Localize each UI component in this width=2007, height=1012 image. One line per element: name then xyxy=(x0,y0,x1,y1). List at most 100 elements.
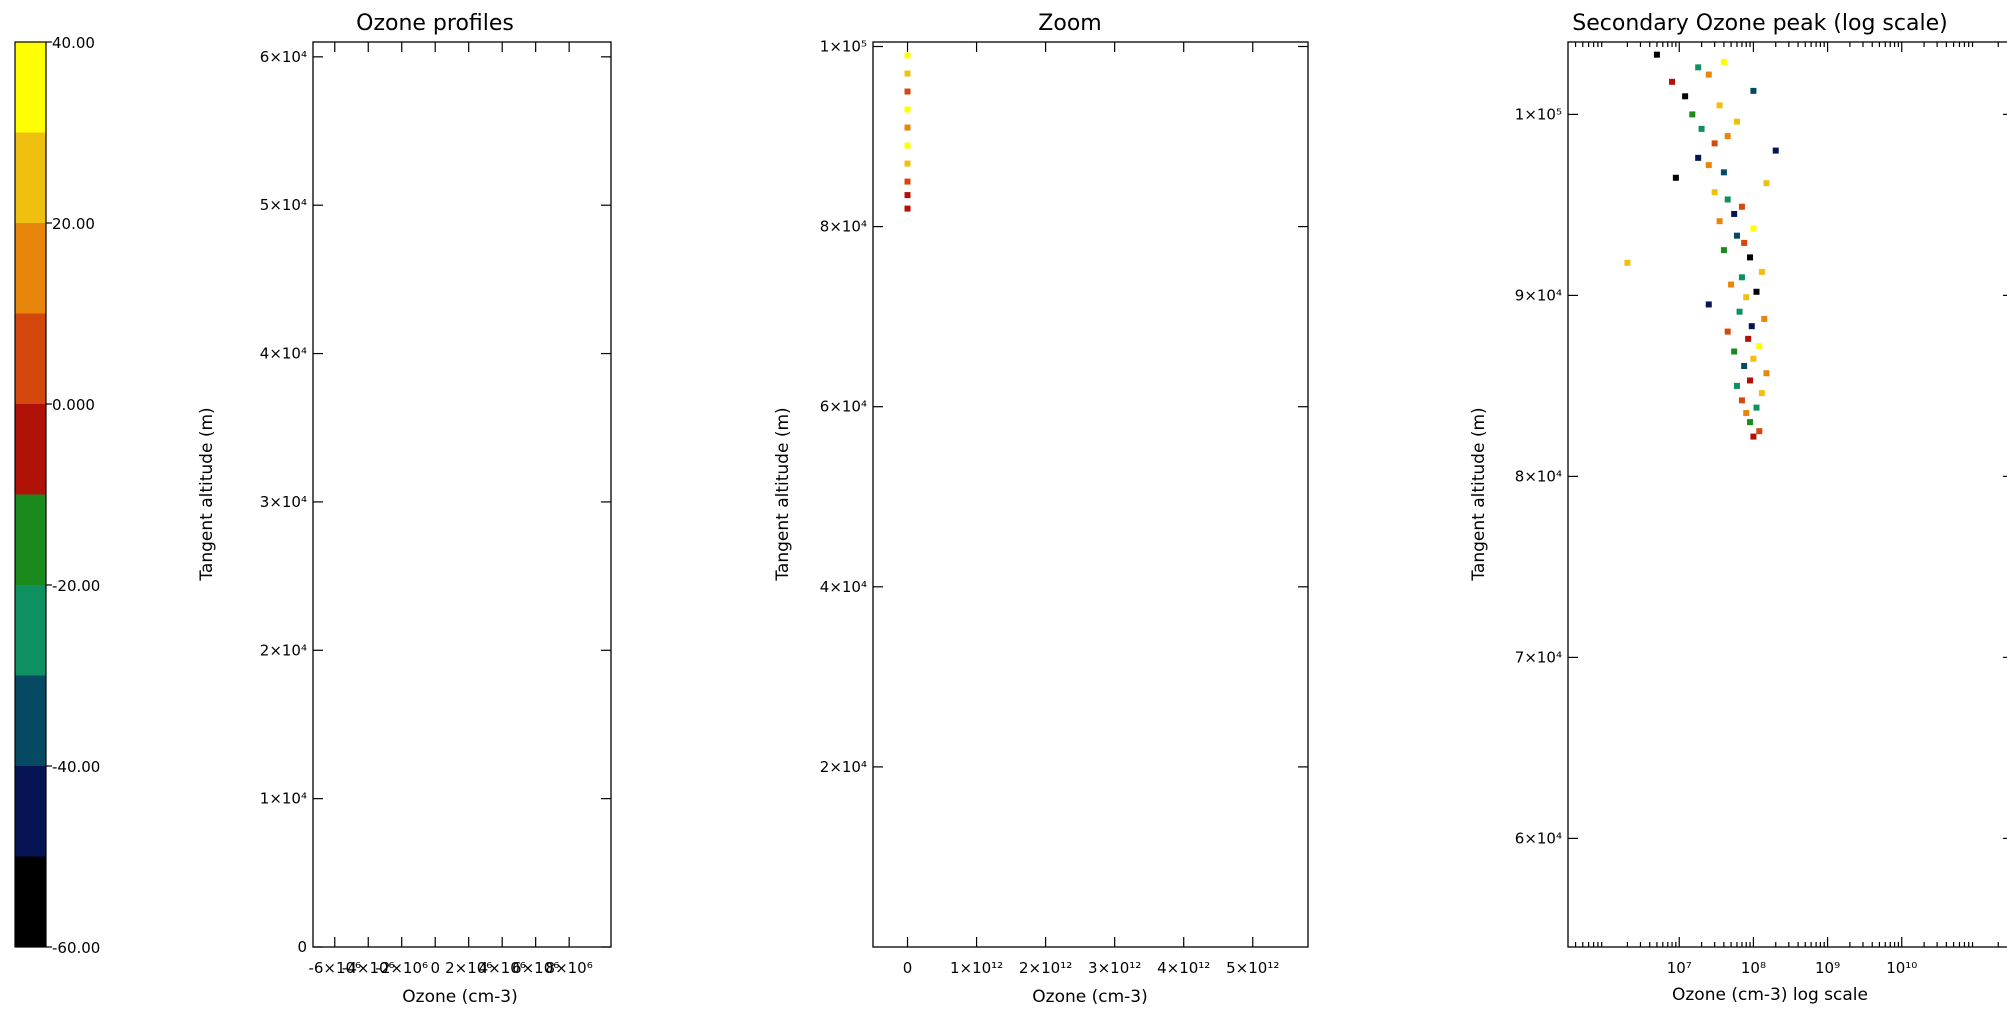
colorbar-swatch xyxy=(15,404,46,495)
colorbar-tick-label: 40.00 xyxy=(52,34,95,52)
data-point xyxy=(904,124,911,131)
data-point xyxy=(1747,377,1754,384)
data-point xyxy=(1731,210,1738,217)
x-tick-label: 4×10⁶ xyxy=(479,959,526,977)
y-tick-label: 6×10⁴ xyxy=(260,48,307,66)
y-tick-label: 0 xyxy=(297,938,307,956)
data-point xyxy=(1758,390,1765,397)
colorbar-border xyxy=(14,41,47,948)
panel-title: Zoom xyxy=(1038,11,1101,36)
data-point xyxy=(1682,93,1689,100)
data-point xyxy=(1747,419,1754,426)
data-point xyxy=(1711,189,1718,196)
colorbar-swatch xyxy=(15,223,46,314)
data-point xyxy=(1741,239,1748,246)
data-point xyxy=(1738,274,1745,281)
colorbar-swatches xyxy=(15,42,46,948)
data-point xyxy=(1748,323,1755,330)
data-point xyxy=(1758,268,1765,275)
data-point xyxy=(1756,343,1763,350)
data-point xyxy=(1731,348,1738,355)
data-point xyxy=(1733,382,1740,389)
data-point xyxy=(904,160,911,167)
plot-frame xyxy=(312,41,612,948)
panel-zoom: Zoom 0 1×10¹² 2×10¹² 3×10¹² 4×10¹² 5×10¹² 2×1… xyxy=(773,11,1309,1007)
data-point xyxy=(1724,328,1731,335)
data-point xyxy=(1624,259,1631,266)
panel-title: Secondary Ozone peak (log scale) xyxy=(1572,11,1947,36)
data-point xyxy=(1653,51,1660,58)
x-tick-label: 5×10¹² xyxy=(1226,959,1279,977)
data-point xyxy=(1743,294,1750,301)
data-point xyxy=(1763,180,1770,187)
x-tick-label: 3×10¹² xyxy=(1088,959,1141,977)
data-point xyxy=(904,106,911,113)
data-point xyxy=(1743,410,1750,417)
data-point xyxy=(1695,64,1702,71)
colorbar-swatch xyxy=(15,675,46,767)
x-tick-label: 4×10¹² xyxy=(1157,959,1210,977)
colorbar-tick-label: -40.00 xyxy=(52,758,100,776)
y-tick-label: 6×10⁴ xyxy=(820,398,867,416)
colorbar-tick-label: -60.00 xyxy=(52,939,100,957)
y-tick-label: 2×10⁴ xyxy=(260,641,307,659)
data-point xyxy=(1753,288,1760,295)
x-tick-label: 1×10¹² xyxy=(950,959,1003,977)
data-point xyxy=(1716,102,1723,109)
y-tick-label: 5×10⁴ xyxy=(260,196,307,214)
y-tick-label: 9×10⁴ xyxy=(1515,286,1562,304)
y-tick-label: 1×10⁵ xyxy=(820,38,867,56)
x-tick-label: 10⁹ xyxy=(1815,959,1840,977)
data-point xyxy=(1711,140,1718,147)
data-point xyxy=(904,178,911,185)
data-point xyxy=(904,142,911,149)
x-tick-label: 10¹⁰ xyxy=(1886,959,1917,977)
data-points xyxy=(1624,51,1779,440)
colorbar-swatch xyxy=(15,856,46,948)
data-point xyxy=(1741,362,1748,369)
x-axis-label: Ozone (cm-3) log scale xyxy=(1672,985,1868,1005)
x-ticks: 10⁷ 10⁸ 10⁹ 10¹⁰ xyxy=(1574,42,1999,977)
x-tick-label: 10⁸ xyxy=(1741,959,1766,977)
colorbar: 40.00 20.00 0.000 -20.00 -40.00 -60.00 xyxy=(14,34,100,957)
data-point xyxy=(1750,87,1757,94)
plot-frame xyxy=(872,41,1309,948)
y-tick-label: 1×10⁴ xyxy=(260,790,307,808)
panel-secondary-ozone-peak: Secondary Ozone peak (log scale) 10⁷ 10⁸ 1… xyxy=(1469,11,2007,1005)
data-point xyxy=(1753,404,1760,411)
data-point xyxy=(1716,218,1723,225)
x-tick-label: 10⁷ xyxy=(1667,959,1692,977)
x-tick-label: 6×10⁶ xyxy=(512,959,559,977)
y-tick-label: 4×10⁴ xyxy=(820,578,867,596)
colorbar-labels: 40.00 20.00 0.000 -20.00 -40.00 -60.00 xyxy=(46,34,100,957)
data-point xyxy=(1705,71,1712,78)
data-point xyxy=(1772,147,1779,154)
data-point xyxy=(1669,78,1676,85)
data-point xyxy=(1738,397,1745,404)
x-ticks: 0 1×10¹² 2×10¹² 3×10¹² 4×10¹² 5×10¹² xyxy=(903,42,1279,977)
data-point xyxy=(1720,58,1727,65)
colorbar-tick-label: 20.00 xyxy=(52,215,95,233)
data-point xyxy=(1728,281,1735,288)
data-point xyxy=(1736,308,1743,315)
x-tick-label: -2×10⁶ xyxy=(375,959,428,977)
data-point xyxy=(1672,174,1679,181)
data-point xyxy=(1698,125,1705,132)
data-point xyxy=(1747,254,1754,261)
data-point xyxy=(1705,301,1712,308)
y-axis-label: Tangent altitude (m) xyxy=(197,407,217,581)
x-tick-label: 8×10⁶ xyxy=(546,959,593,977)
x-axis-label: Ozone (cm-3) xyxy=(402,987,517,1007)
data-point xyxy=(1750,355,1757,362)
y-tick-label: 7×10⁴ xyxy=(1515,648,1562,666)
colorbar-swatch xyxy=(15,585,46,676)
y-tick-label: 1×10⁵ xyxy=(1515,105,1562,123)
y-ticks: 0 1×10⁴ 2×10⁴ 3×10⁴ 4×10⁴ 5×10⁴ 6×10⁴ xyxy=(260,48,611,956)
data-point xyxy=(1738,203,1745,210)
plot-frame xyxy=(1567,41,2007,948)
data-point xyxy=(1724,133,1731,140)
panel-ozone-profiles: Ozone profiles -6×10⁶-4×10⁶-2×10⁶ 0 2×10⁶4… xyxy=(197,11,612,1007)
data-point xyxy=(1763,370,1770,377)
